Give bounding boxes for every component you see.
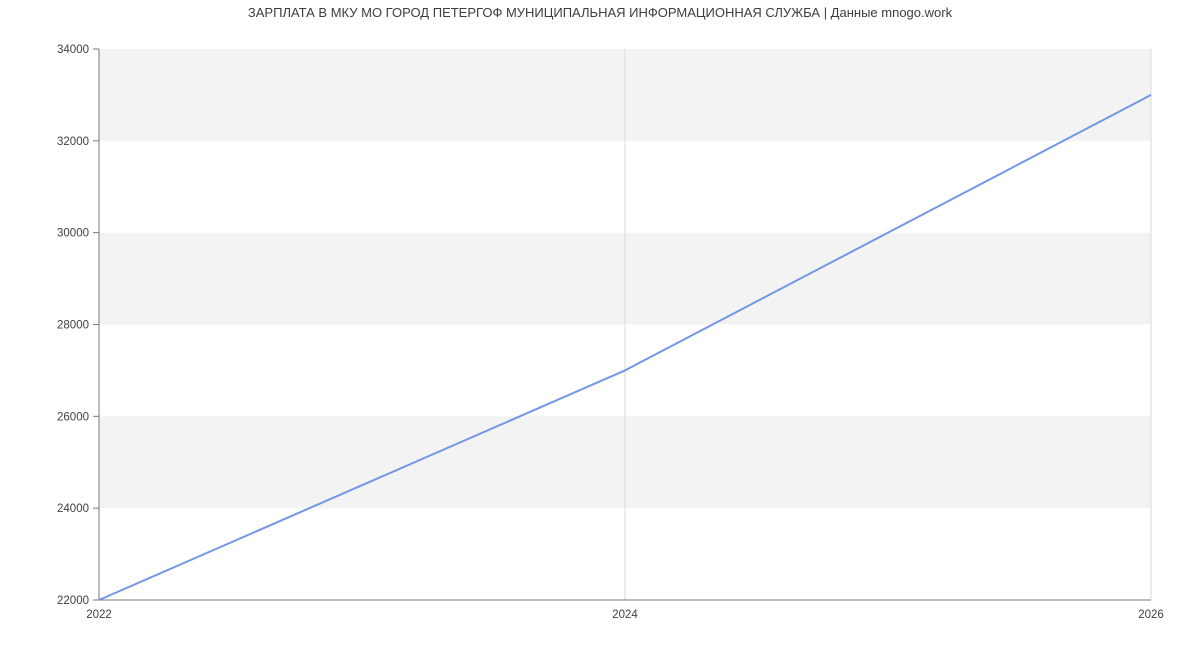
salary-line-series — [98, 94, 1152, 601]
y-tick-label: 26000 — [57, 411, 89, 423]
y-tick-label: 28000 — [57, 320, 89, 332]
y-tick-label: 22000 — [57, 595, 89, 607]
chart-title: ЗАРПЛАТА В МКУ МО ГОРОД ПЕТЕРГОФ МУНИЦИП… — [247, 5, 953, 20]
y-tick-label: 30000 — [57, 228, 89, 240]
y-tick-label: 34000 — [57, 44, 89, 56]
y-tick-label: 24000 — [57, 503, 89, 515]
x-tick-label: 2026 — [1138, 609, 1164, 621]
y-tick-label: 32000 — [57, 136, 89, 148]
x-tick-label: 2024 — [612, 609, 638, 621]
x-tick-label: 2022 — [86, 609, 112, 621]
